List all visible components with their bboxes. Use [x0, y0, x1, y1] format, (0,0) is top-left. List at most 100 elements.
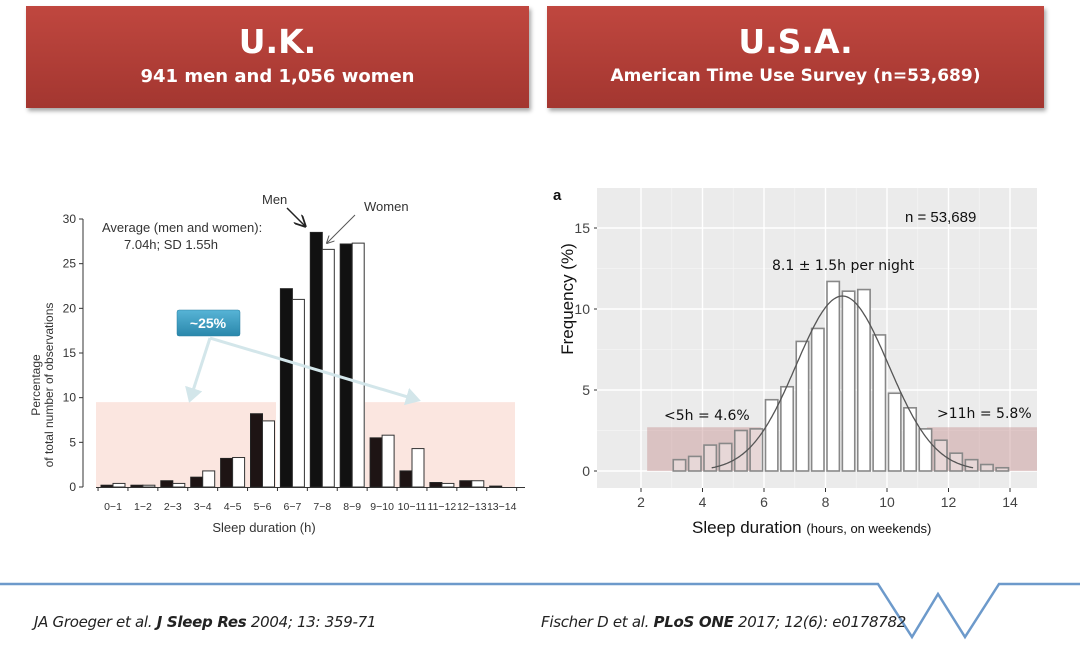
uk-average-label-1: Average (men and women): [102, 220, 262, 235]
usa-chart: 0 5 10 15 2 4 6 8 10 12 14 a n = 53,689 8.1 ± 1.5… [553, 187, 1037, 537]
bar-men [459, 480, 473, 488]
uk-x-tick-label: 1−2 [134, 501, 152, 513]
bar-women [471, 480, 485, 488]
usa-title: U.S.A. [738, 22, 853, 61]
usa-y-tick-label: 0 [582, 463, 590, 479]
usa-histogram-bar [749, 428, 764, 472]
bar-men [339, 243, 353, 488]
callout-arrow-left [185, 337, 212, 403]
bar-women [321, 248, 335, 488]
bar-men [489, 485, 503, 488]
bar-women [411, 448, 425, 488]
citation-right-journal: PLoS ONE [653, 613, 734, 631]
citation-right-details: 2017; 12(6): e0178782 [738, 613, 906, 631]
uk-y-tick-label: 30 [63, 212, 77, 226]
usa-x-tick-label: 12 [941, 494, 957, 510]
usa-histogram-bar [995, 466, 1010, 472]
normal-fit-curve [711, 295, 974, 469]
bar-men [279, 288, 293, 488]
bar-women [202, 470, 216, 488]
usa-histogram-bar [795, 340, 810, 472]
usa-histogram-bar [733, 429, 748, 472]
usa-banner: U.S.A. American Time Use Survey (n=53,68… [547, 6, 1044, 108]
callout-label: ~25% [190, 315, 227, 331]
uk-y-tick-label: 25 [63, 257, 77, 271]
bar-men [429, 482, 443, 488]
bar-men [369, 437, 383, 488]
bar-men [130, 484, 144, 488]
uk-highlight-short [96, 402, 276, 487]
usa-y-axis-label: Frequency (%) [558, 243, 577, 354]
usa-mean-label: 8.1 ± 1.5h per night [772, 258, 915, 274]
women-label: Women [364, 199, 409, 214]
bar-women [112, 482, 126, 488]
bar-women [172, 482, 186, 488]
men-arrow [286, 207, 305, 226]
citation-right-authors: Fischer D et al. [541, 613, 650, 631]
panel-label: a [553, 187, 562, 204]
usa-histogram-bar [718, 442, 733, 472]
callout-box [176, 309, 241, 337]
usa-y-tick-label: 10 [574, 301, 590, 317]
citation-left-details: 2004; 13: 359-71 [250, 613, 377, 631]
uk-x-axis-label: Sleep duration (h) [212, 520, 315, 535]
usa-x-tick-label: 2 [637, 494, 645, 510]
usa-histogram-bar [903, 407, 918, 472]
usa-x-axis-label-suffix: (hours, on weekends) [806, 521, 931, 536]
bar-men [220, 457, 234, 488]
uk-x-tick-label: 9−10 [370, 501, 394, 513]
usa-histogram-bar [764, 398, 779, 472]
usa-histogram-bar [933, 439, 948, 472]
bar-women [262, 420, 275, 488]
uk-y-tick-label: 15 [63, 346, 77, 360]
usa-x-axis-label-main: Sleep duration [692, 518, 802, 537]
uk-y-tick-label: 20 [63, 301, 77, 315]
uk-x-tick-label: 3−4 [194, 501, 212, 513]
uk-average-label-2: 7.04h; SD 1.55h [124, 237, 218, 252]
citation-left-authors: JA Groeger et al. [34, 613, 153, 631]
bar-women [351, 242, 365, 488]
usa-y-tick-label: 15 [574, 220, 590, 236]
uk-x-tick-label: 12−13 [457, 501, 487, 513]
bar-men [309, 231, 323, 488]
uk-x-tick-label: 2−3 [164, 501, 182, 513]
uk-x-tick-label: 10−11 [398, 501, 427, 513]
usa-x-tick-label: 4 [699, 494, 707, 510]
uk-y-axis-label-2: of total number of observations [42, 303, 56, 468]
usa-histogram-bar [780, 385, 795, 472]
usa-x-tick-label: 14 [1002, 494, 1018, 510]
footer-divider [0, 582, 1080, 640]
usa-histogram-bar [918, 428, 933, 472]
usa-y-tick-label: 5 [582, 382, 590, 398]
citation-right: Fischer D et al. PLoS ONE 2017; 12(6): e… [541, 613, 906, 631]
uk-y-tick-label: 0 [69, 480, 76, 494]
uk-chart: 0 5 10 15 20 25 30 0−1 1−2 2−3 3−4 4−5 5−6 6−7 7−8 8−9… [29, 192, 525, 535]
usa-x-tick-label: 6 [760, 494, 768, 510]
usa-histogram-bar [810, 327, 825, 472]
citation-left: JA Groeger et al. J Sleep Res 2004; 13: … [34, 613, 376, 631]
uk-banner: U.K. 941 men and 1,056 women [26, 6, 529, 108]
uk-y-tick-label: 5 [69, 435, 76, 449]
bar-women [291, 298, 305, 488]
usa-x-tick-label: 8 [822, 494, 830, 510]
bar-women [441, 482, 455, 488]
usa-x-axis-label: Sleep duration (hours, on weekends) [692, 518, 931, 537]
uk-x-tick-label: 0−1 [104, 501, 122, 513]
uk-subtitle: 941 men and 1,056 women [140, 66, 415, 87]
women-arrow [327, 214, 356, 243]
usa-histogram-bar [979, 463, 994, 472]
citation-left-journal: J Sleep Res [156, 613, 247, 631]
uk-y-axis-label-1: Percentage [29, 354, 43, 416]
uk-y-tick-label: 10 [63, 391, 77, 405]
usa-highlight-long [926, 427, 1037, 471]
usa-histogram-bar [672, 458, 687, 472]
usa-histogram-bar [872, 334, 887, 472]
bar-men [100, 484, 114, 488]
uk-x-tick-label: 13−14 [487, 501, 517, 513]
usa-n-label: n = 53,689 [905, 209, 976, 226]
bar-women [142, 484, 156, 488]
callout-arrow-right [209, 336, 421, 406]
usa-low-label: <5h = 4.6% [664, 408, 750, 424]
bar-women [232, 457, 246, 488]
